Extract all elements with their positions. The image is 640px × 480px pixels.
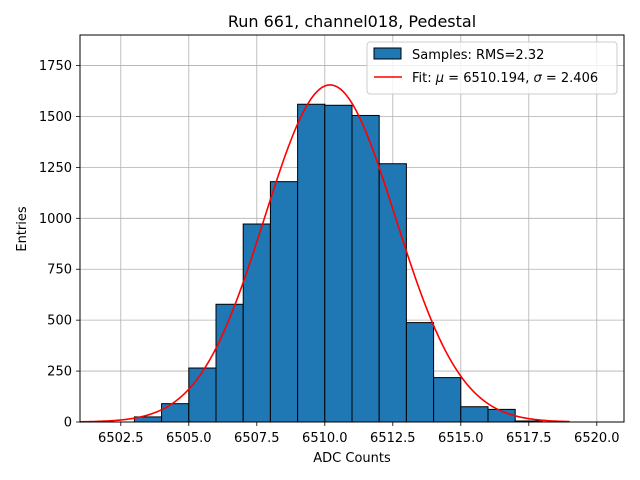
y-tick-label: 0 [64,416,72,431]
legend-mu-symbol: μ [435,71,444,86]
legend-box [366,41,618,95]
y-tick-label: 250 [47,365,72,380]
x-tick-label: 6507.5 [234,431,280,446]
legend: Samples: RMS=2.32 Fit: μ = 6510.194, σ =… [366,41,618,95]
histogram-bars [133,103,543,423]
legend-samples-label: Samples: RMS=2.32 [412,48,544,63]
x-tick-label: 6502.5 [98,431,144,446]
y-axis-ticks: 0 250 500 750 1000 1250 1500 1750 [39,59,80,431]
histogram-bar [378,163,407,423]
histogram-bar [215,303,244,423]
gaussian-fit-curve [79,84,570,423]
histogram-bar [405,322,435,423]
legend-samples-swatch [373,47,402,60]
plot-frame [79,34,625,423]
histogram-bar [188,367,217,423]
histogram-bar [324,104,353,423]
histogram-bar [433,377,462,423]
legend-mu-value: = 6510.194, [444,71,533,86]
y-tick-label: 750 [47,263,72,278]
legend-fit-prefix: Fit: [412,71,436,86]
histogram-bar [242,223,271,423]
x-tick-label: 6510.0 [302,431,348,446]
legend-sigma-symbol: σ [534,71,543,86]
histogram-bar [269,181,299,423]
x-tick-label: 6517.5 [506,431,552,446]
y-tick-label: 1250 [39,161,72,176]
chart-title: Run 661, channel018, Pedestal [228,12,476,31]
legend-fit-label: Fit: μ = 6510.194, σ = 2.406 [412,71,598,86]
y-tick-label: 500 [47,314,72,329]
legend-sigma-value: = 2.406 [542,71,598,86]
x-tick-label: 6515.0 [438,431,484,446]
y-axis-label: Entries [15,206,30,252]
histogram-bar [351,114,380,423]
histogram-bar [297,103,326,423]
fit-curve-layer [79,84,570,423]
y-tick-label: 1750 [39,59,72,74]
histogram-bar [161,403,190,423]
x-axis-label: ADC Counts [313,451,391,466]
x-axis-ticks: 6502.5 6505.0 6507.5 6510.0 6512.5 6515.0 6517… [98,422,620,446]
x-tick-label: 6505.0 [166,431,212,446]
y-tick-label: 1000 [39,212,72,227]
histogram-bar [460,406,489,423]
x-tick-label: 6520.0 [574,431,620,446]
y-tick-label: 1500 [39,110,72,125]
x-tick-label: 6512.5 [370,431,416,446]
